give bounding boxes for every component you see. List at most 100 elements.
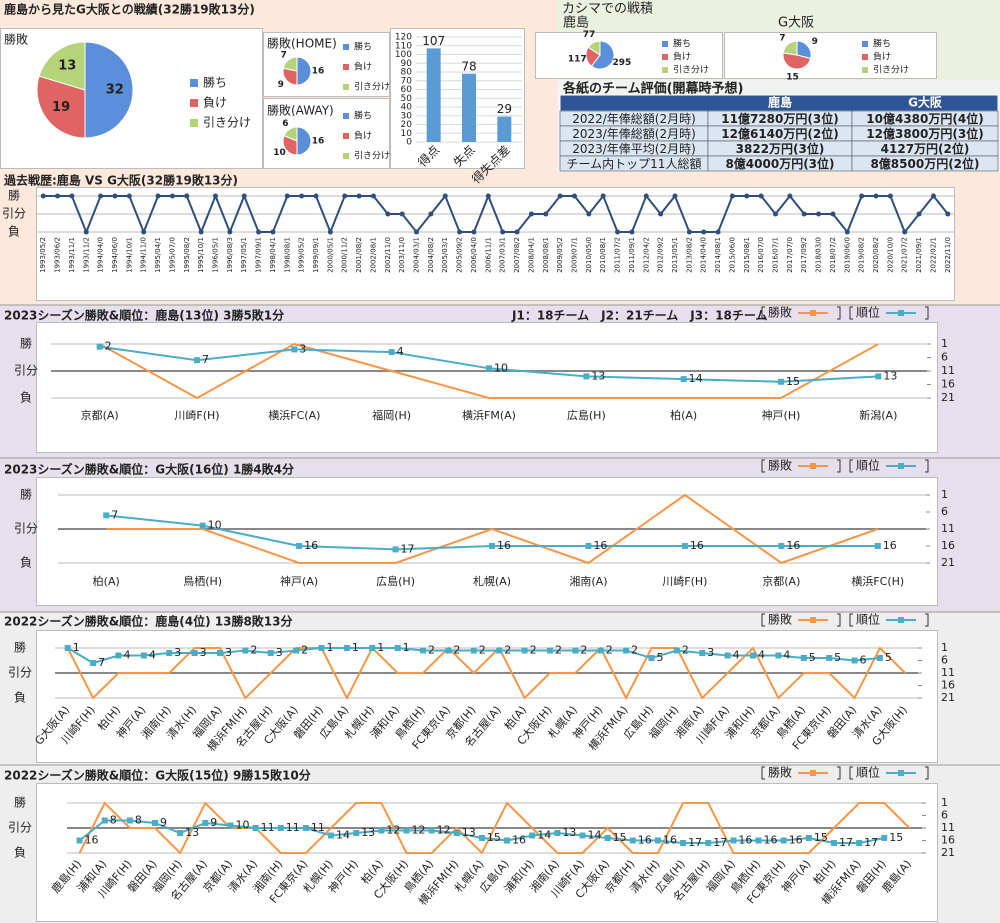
data-label: 10 <box>494 361 508 374</box>
series-line <box>43 193 949 235</box>
x-tick-label: 1995/07/0 <box>168 237 176 273</box>
legend-swatch <box>662 41 668 47</box>
y-tick-label: 負 <box>8 225 20 239</box>
data-label: 4 <box>733 649 740 662</box>
point <box>353 830 360 836</box>
x-tick-label: 広島(H) <box>376 574 415 588</box>
point <box>83 229 89 235</box>
point <box>184 193 190 199</box>
point <box>428 827 435 834</box>
x-tick-label: 1999/05/2 <box>298 237 306 273</box>
x-tick-label: 横浜FC(H) <box>851 574 904 588</box>
data-label: 16 <box>738 834 752 847</box>
x-tick-label: 2010/08/1 <box>599 237 607 273</box>
legend-label: 順位 <box>856 458 880 473</box>
legend-label: 勝ち <box>354 41 372 53</box>
y-tick-label: 引分 <box>8 821 32 835</box>
pie-label: 295 <box>612 58 631 68</box>
x-tick-label: 2011/07/2 <box>614 237 622 273</box>
legend-label: 負け <box>354 61 372 73</box>
pie-slice <box>38 41 86 91</box>
x-tick-label: 2015/08/1 <box>743 237 751 273</box>
y-tick-label: 引分 <box>2 207 26 221</box>
legend-bracket <box>761 306 765 320</box>
point <box>302 825 309 831</box>
x-tick-label: 横浜FC(A) <box>268 408 320 422</box>
x-tick-label: 1994/11/0 <box>140 237 148 273</box>
legend-label: 負け <box>354 130 372 142</box>
legend-swatch <box>862 54 868 60</box>
point <box>604 835 611 841</box>
data-label: 17 <box>839 836 853 849</box>
x-tick-label: 1994/10/1 <box>125 237 133 273</box>
x-tick-label: 2013/05/1 <box>671 237 679 273</box>
data-label: 4 <box>783 649 790 662</box>
x-tick-label: 1998/04/1 <box>269 237 277 273</box>
data-label: 2 <box>504 644 511 657</box>
data-label: 1 <box>73 641 80 654</box>
legend-swatch <box>343 64 349 70</box>
y2-tick-label: 11 <box>941 821 955 834</box>
point <box>457 229 463 235</box>
data-label: 4 <box>758 649 765 662</box>
point <box>191 650 198 656</box>
x-tick-label: 2016/07/0 <box>757 237 765 273</box>
x-tick-label: 1996/05/1 <box>211 237 219 273</box>
point <box>851 657 858 664</box>
legend-label: 勝敗 <box>768 612 792 627</box>
data-label: 3 <box>225 646 232 659</box>
data-label: 16 <box>764 834 778 847</box>
data-label: 8 <box>135 814 142 827</box>
data-label: 11 <box>311 821 325 834</box>
point <box>758 193 764 199</box>
data-label: 2 <box>105 340 112 353</box>
y2-tick-label: 6 <box>941 505 948 518</box>
pie-label: 10 <box>273 148 286 158</box>
point <box>830 840 837 846</box>
x-tick-label: 神戸(H) <box>762 408 801 422</box>
y2-tick-label: 16 <box>941 679 955 692</box>
x-tick-label: 2018/03/0 <box>815 237 823 273</box>
point <box>801 211 807 217</box>
chart-title: 2023シーズン勝敗&順位：鹿島(13位) 3勝5敗1分 <box>4 308 284 323</box>
x-tick-label: 2022/11/0 <box>944 237 952 273</box>
data-label: 16 <box>304 539 318 552</box>
panel <box>36 187 955 301</box>
point <box>194 357 200 364</box>
data-label: 13 <box>185 826 199 839</box>
point <box>571 193 577 199</box>
data-label: 6 <box>860 654 867 667</box>
chart-title: 過去戦歴:鹿島 VS G大阪(32勝19敗13分) <box>3 173 238 188</box>
x-tick-label: 札幌(A) <box>473 574 511 588</box>
x-tick-label: 1995/08/2 <box>183 237 191 273</box>
x-tick-label: 2016/07/1 <box>772 237 780 273</box>
point <box>394 645 401 651</box>
x-tick-label: 2019/08/2 <box>858 237 866 273</box>
table-text: 10億4380万円(4位) <box>866 111 983 126</box>
data-label: 7 <box>202 353 209 366</box>
point <box>826 655 833 661</box>
x-tick-label: 2020/10/0 <box>886 237 894 273</box>
x-tick-label: 鳥栖(H) <box>183 574 222 588</box>
legend-bracket <box>925 459 929 473</box>
x-tick-label: 2002/11/0 <box>384 237 392 273</box>
y-tick-label: 勝 <box>20 336 32 351</box>
point <box>414 229 420 235</box>
point <box>500 229 506 235</box>
y-tick-label: 引分 <box>8 666 32 680</box>
pie-label: 77 <box>583 30 596 40</box>
legend-swatch <box>343 44 349 50</box>
point <box>876 655 883 661</box>
y2-tick-label: 1 <box>941 488 948 501</box>
data-label: 13 <box>591 369 605 382</box>
pie-slice <box>782 40 798 56</box>
point <box>597 647 604 654</box>
x-tick-label: 1993/06/2 <box>54 237 62 273</box>
point <box>579 832 586 839</box>
y-tick-label: 引分 <box>14 364 38 378</box>
data-label: 2 <box>555 644 562 657</box>
point <box>227 822 234 829</box>
point <box>529 832 536 839</box>
table-text: 2023/年俸平均(2月時) <box>572 142 696 156</box>
table-text: 8億4000万円(3位) <box>725 156 834 171</box>
